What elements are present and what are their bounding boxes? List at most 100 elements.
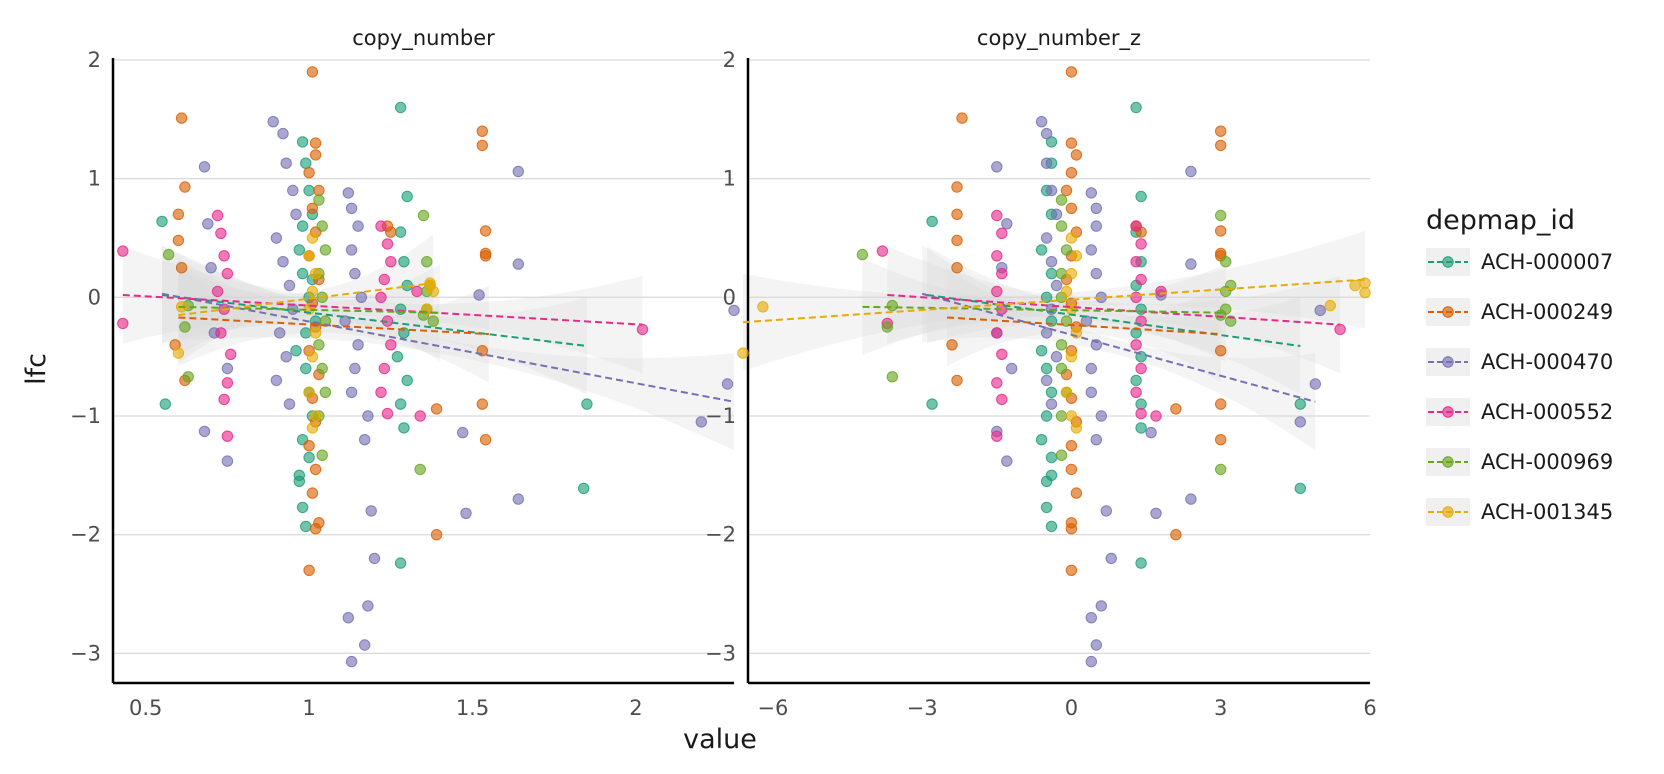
data-point-ACH-000470: [198, 425, 211, 438]
data-point-ACH-000470: [1185, 258, 1197, 270]
legend-label: ACH-000969: [1481, 450, 1613, 474]
y-tick-label: −3: [70, 641, 101, 665]
trend-line-ACH-000007: [927, 293, 1301, 347]
y-tick-label: −3: [705, 641, 736, 665]
data-point-ACH-000249: [951, 208, 963, 221]
panel-title: copy_number: [352, 26, 495, 51]
data-point-ACH-000470: [1001, 218, 1013, 230]
trend-line-ACH-000969: [862, 305, 1226, 314]
data-point-ACH-000470: [1185, 165, 1197, 178]
data-point-ACH-000249: [1215, 247, 1227, 260]
data-point-ACH-000007: [1045, 520, 1058, 533]
trend-line-ACH-000470: [921, 292, 1316, 403]
data-point-ACH-000552: [221, 430, 234, 442]
x-tick-label: 1.5: [456, 696, 489, 720]
data-point-ACH-000470: [1145, 426, 1157, 439]
data-point-ACH-000249: [1215, 225, 1227, 237]
data-point-ACH-000552: [117, 245, 129, 257]
data-point-ACH-000470: [1090, 339, 1103, 351]
data-point-ACH-000969: [1055, 410, 1068, 422]
data-point-ACH-000552: [411, 285, 423, 298]
legend-label: ACH-000552: [1481, 400, 1613, 424]
data-point-ACH-000007: [296, 220, 309, 232]
data-point-ACH-000470: [352, 339, 364, 351]
data-point-ACH-000552: [996, 267, 1008, 280]
legend-key-point: [1442, 506, 1454, 518]
data-point-ACH-000007: [394, 226, 407, 238]
y-tick-label: 1: [723, 167, 736, 191]
data-point-ACH-000552: [385, 339, 397, 351]
data-point-ACH-000470: [349, 267, 361, 280]
data-point-ACH-001345: [1070, 422, 1083, 434]
data-point-ACH-000969: [1215, 209, 1227, 222]
data-point-ACH-000552: [1130, 220, 1142, 232]
data-point-ACH-000470: [277, 127, 289, 140]
data-point-ACH-000552: [991, 377, 1003, 389]
legend-item-ACH-001345: ACH-001345: [1426, 498, 1613, 526]
data-point-ACH-000470: [280, 351, 292, 363]
data-point-ACH-000007: [1130, 101, 1142, 114]
data-point-ACH-000007: [1130, 374, 1142, 387]
y-tick-label: 0: [88, 285, 101, 309]
data-point-ACH-000007: [578, 482, 590, 495]
data-point-ACH-000470: [1314, 304, 1326, 317]
data-point-ACH-000249: [385, 226, 397, 238]
x-tick-label: −3: [907, 696, 938, 720]
data-point-ACH-000249: [1215, 345, 1227, 357]
data-point-ACH-000470: [695, 416, 707, 428]
data-point-ACH-000969: [1060, 244, 1073, 256]
trend-line-ACH-000470: [161, 292, 735, 403]
data-point-ACH-000249: [951, 374, 963, 387]
data-point-ACH-000470: [1294, 416, 1307, 428]
data-point-ACH-000969: [1060, 315, 1073, 327]
legend-label: ACH-000249: [1481, 300, 1613, 324]
data-point-ACH-000552: [414, 410, 426, 422]
x-tick-label: 6: [1363, 696, 1376, 720]
data-point-ACH-000007: [401, 190, 413, 203]
data-point-ACH-000969: [316, 362, 328, 375]
data-point-ACH-000470: [270, 374, 283, 387]
data-point-ACH-001345: [306, 351, 319, 363]
data-point-ACH-000470: [1100, 505, 1113, 517]
data-point-ACH-000552: [996, 393, 1008, 406]
data-point-ACH-000969: [881, 321, 893, 333]
data-point-ACH-000249: [479, 434, 492, 446]
legend-key-point: [1442, 306, 1454, 318]
data-point-ACH-000249: [1070, 149, 1083, 161]
data-point-ACH-000969: [162, 248, 175, 261]
data-point-ACH-000552: [218, 250, 230, 262]
x-tick-label: 0: [1065, 696, 1078, 720]
y-tick-label: 0: [723, 285, 736, 309]
trend-line-ACH-000249: [178, 316, 489, 336]
data-point-ACH-000249: [179, 181, 191, 193]
data-point-ACH-000007: [1045, 267, 1058, 280]
data-point-ACH-000249: [476, 125, 488, 137]
data-point-ACH-000470: [274, 327, 286, 339]
data-point-ACH-000007: [926, 398, 938, 410]
data-point-ACH-000249: [476, 398, 488, 410]
trend-line-ACH-000007: [161, 293, 588, 347]
data-point-ACH-000552: [225, 348, 237, 360]
data-point-ACH-000470: [1050, 208, 1063, 221]
data-point-ACH-000552: [215, 227, 227, 240]
data-point-ACH-000552: [378, 273, 390, 286]
data-point-ACH-000552: [221, 267, 234, 280]
data-point-ACH-000007: [1040, 501, 1053, 514]
data-point-ACH-000249: [430, 403, 443, 415]
data-point-ACH-000470: [1040, 374, 1053, 387]
data-point-ACH-000470: [1040, 232, 1053, 244]
data-point-ACH-000249: [430, 529, 443, 541]
legend-item-ACH-000249: ACH-000249: [1426, 298, 1613, 326]
data-point-ACH-000470: [1095, 600, 1108, 612]
data-point-ACH-000007: [1294, 482, 1307, 495]
data-point-ACH-000249: [1065, 167, 1078, 179]
data-point-ACH-000249: [946, 339, 958, 351]
data-point-ACH-000969: [1055, 339, 1068, 351]
data-point-ACH-000470: [512, 493, 524, 505]
data-point-ACH-000007: [391, 351, 404, 363]
data-point-ACH-000552: [375, 291, 387, 303]
data-point-ACH-000969: [1055, 267, 1068, 280]
data-point-ACH-001345: [757, 301, 769, 313]
data-point-ACH-000007: [1045, 451, 1058, 464]
